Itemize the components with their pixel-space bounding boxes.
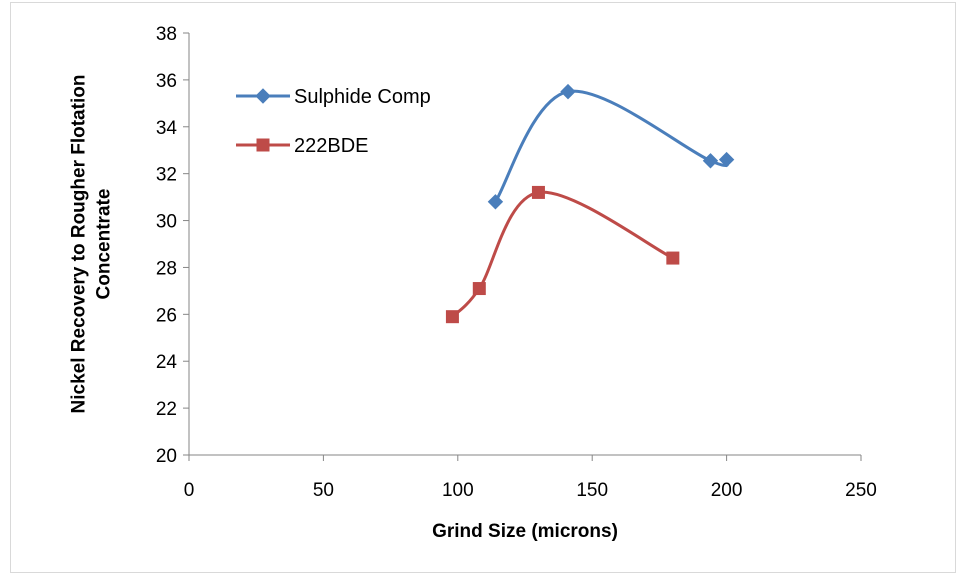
- axes: 20 22 24 26 28 30 32 34 36 38 0 50 100 150 200 250: [156, 24, 877, 501]
- legend-label: 222BDE: [294, 135, 369, 157]
- y-axis-title-line: Concentrate: [94, 189, 115, 300]
- x-tick-label: 100: [442, 480, 474, 501]
- data-point: [487, 194, 504, 210]
- data-point: [560, 83, 576, 100]
- legend-label: Sulphide Comp: [294, 86, 431, 108]
- data-point: [445, 310, 459, 324]
- legend-entry: Sulphide Comp: [236, 86, 431, 108]
- y-tick-label: 34: [156, 118, 178, 139]
- legend-swatch-marker: [256, 138, 270, 152]
- y-tick-label: 38: [156, 24, 177, 45]
- series-line: [451, 190, 674, 318]
- y-tick-label: 28: [156, 258, 177, 279]
- data-point: [531, 185, 545, 199]
- legend-swatch-marker: [255, 88, 271, 104]
- x-tick-label: 0: [184, 480, 195, 501]
- series-0: [487, 83, 735, 210]
- y-tick-label: 36: [156, 71, 177, 92]
- data-point: [472, 282, 486, 296]
- y-tick-label: 32: [156, 165, 177, 186]
- y-tick-label: 22: [156, 399, 177, 420]
- data-point: [702, 153, 719, 169]
- y-tick-label: 20: [156, 446, 177, 467]
- series-line: [494, 89, 729, 203]
- x-tick-label: 150: [576, 480, 608, 501]
- x-tick-label: 200: [711, 480, 743, 501]
- data-point: [666, 251, 680, 265]
- y-axis-title-line: Nickel Recovery to Rougher Flotation: [69, 75, 90, 414]
- legend-entry: 222BDE: [236, 135, 369, 157]
- series-layer: [445, 83, 735, 324]
- legend: Sulphide Comp 222BDE: [236, 86, 431, 157]
- x-tick-label: 50: [313, 480, 334, 501]
- series-1: [445, 185, 680, 324]
- x-tick-label: 250: [845, 480, 877, 501]
- y-tick-label: 24: [156, 352, 178, 373]
- data-point: [718, 151, 735, 168]
- y-tick-label: 30: [156, 212, 177, 233]
- y-axis-title: Nickel Recovery to Rougher Flotation Conc…: [69, 75, 115, 414]
- x-axis-title: Grind Size (microns): [432, 521, 618, 542]
- y-tick-label: 26: [156, 305, 177, 326]
